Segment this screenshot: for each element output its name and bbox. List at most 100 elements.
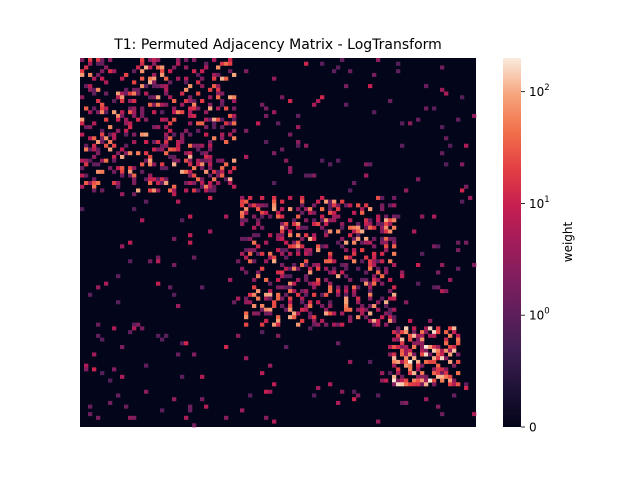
heatmap-cell: [268, 233, 273, 238]
heatmap-cell: [204, 169, 209, 174]
heatmap-cell: [120, 166, 125, 171]
heatmap-cell: [88, 292, 93, 297]
heatmap-cell: [240, 236, 245, 241]
heatmap-cell: [212, 169, 217, 174]
heatmap-cell: [292, 311, 297, 316]
heatmap-cell: [436, 356, 441, 361]
heatmap-cell: [304, 277, 309, 282]
heatmap-cell: [304, 259, 309, 264]
heatmap-cell: [244, 210, 249, 215]
heatmap-cell: [300, 318, 305, 323]
heatmap-cell: [440, 263, 445, 268]
heatmap-cell: [392, 296, 397, 301]
heatmap-cell: [344, 285, 349, 290]
heatmap-cell: [468, 195, 473, 200]
heatmap-cell: [136, 322, 141, 327]
heatmap-cell: [460, 162, 465, 167]
heatmap-cell: [408, 367, 413, 372]
heatmap-cell: [404, 363, 409, 368]
heatmap-cell: [100, 61, 105, 66]
heatmap-cell: [172, 117, 177, 122]
heatmap-cell: [228, 121, 233, 126]
heatmap-cell: [264, 307, 269, 312]
heatmap-cell: [216, 181, 221, 186]
heatmap-cell: [400, 345, 405, 350]
heatmap-cell: [196, 177, 201, 182]
heatmap-cell: [368, 84, 373, 89]
heatmap-cell: [340, 58, 345, 63]
heatmap-cell: [472, 263, 477, 268]
heatmap-cell: [148, 259, 153, 264]
heatmap-cell: [312, 315, 317, 320]
heatmap-cell: [192, 173, 197, 178]
heatmap-cell: [360, 240, 365, 245]
heatmap-cell: [388, 99, 393, 104]
heatmap-cell: [424, 382, 429, 387]
heatmap-cell: [396, 214, 401, 219]
heatmap-cell: [400, 382, 405, 387]
heatmap-cell: [324, 233, 329, 238]
heatmap-cell: [332, 218, 337, 223]
heatmap-cell: [228, 61, 233, 66]
heatmap-cell: [464, 386, 469, 391]
heatmap-cell: [212, 121, 217, 126]
heatmap-cell: [192, 69, 197, 74]
heatmap-cell: [380, 195, 385, 200]
heatmap-cell: [220, 158, 225, 163]
heatmap-cell: [92, 162, 97, 167]
heatmap-cell: [96, 140, 101, 145]
heatmap-cell: [300, 244, 305, 249]
heatmap-cell: [388, 318, 393, 323]
heatmap-cell: [92, 121, 97, 126]
heatmap-cell: [348, 318, 353, 323]
heatmap-cell: [132, 322, 137, 327]
heatmap-cell: [472, 412, 477, 417]
heatmap-cell: [368, 292, 373, 297]
heatmap-cell: [92, 147, 97, 152]
heatmap-cell: [168, 136, 173, 141]
heatmap-cell: [444, 348, 449, 353]
heatmap-cell: [240, 214, 245, 219]
heatmap-cell: [408, 363, 413, 368]
heatmap-cell: [364, 236, 369, 241]
heatmap-cell: [284, 225, 289, 230]
heatmap-cell: [368, 296, 373, 301]
heatmap-cell: [412, 341, 417, 346]
heatmap-cell: [404, 300, 409, 305]
heatmap-cell: [244, 322, 249, 327]
heatmap-cell: [316, 248, 321, 253]
heatmap-cell: [204, 61, 209, 66]
heatmap-cell: [416, 281, 421, 286]
heatmap-cell: [376, 222, 381, 227]
heatmap-cell: [188, 151, 193, 156]
heatmap-cell: [284, 307, 289, 312]
heatmap-cell: [84, 367, 89, 372]
heatmap-cell: [272, 255, 277, 260]
heatmap-cell: [440, 371, 445, 376]
heatmap-cell: [132, 132, 137, 137]
heatmap-cell: [144, 389, 149, 394]
heatmap-cell: [88, 72, 93, 77]
heatmap-cell: [144, 117, 149, 122]
heatmap-cell: [384, 322, 389, 327]
heatmap-cell: [440, 352, 445, 357]
heatmap-cell: [292, 266, 297, 271]
heatmap-cell: [332, 259, 337, 264]
heatmap-cell: [288, 289, 293, 294]
heatmap-cell: [144, 132, 149, 137]
heatmap-cell: [292, 281, 297, 286]
heatmap-cell: [320, 304, 325, 309]
heatmap-cell: [260, 210, 265, 215]
heatmap-cell: [300, 195, 305, 200]
heatmap-cell: [132, 166, 137, 171]
chart-title: T1: Permuted Adjacency Matrix - LogTrans…: [113, 37, 442, 53]
heatmap-cell: [84, 65, 89, 70]
heatmap-cell: [264, 259, 269, 264]
heatmap-cell: [412, 345, 417, 350]
heatmap-cell: [104, 80, 109, 85]
heatmap-cell: [448, 378, 453, 383]
heatmap-cell: [88, 87, 93, 92]
heatmap-cell: [248, 248, 253, 253]
heatmap-cell: [332, 210, 337, 215]
heatmap-cell: [272, 207, 277, 212]
